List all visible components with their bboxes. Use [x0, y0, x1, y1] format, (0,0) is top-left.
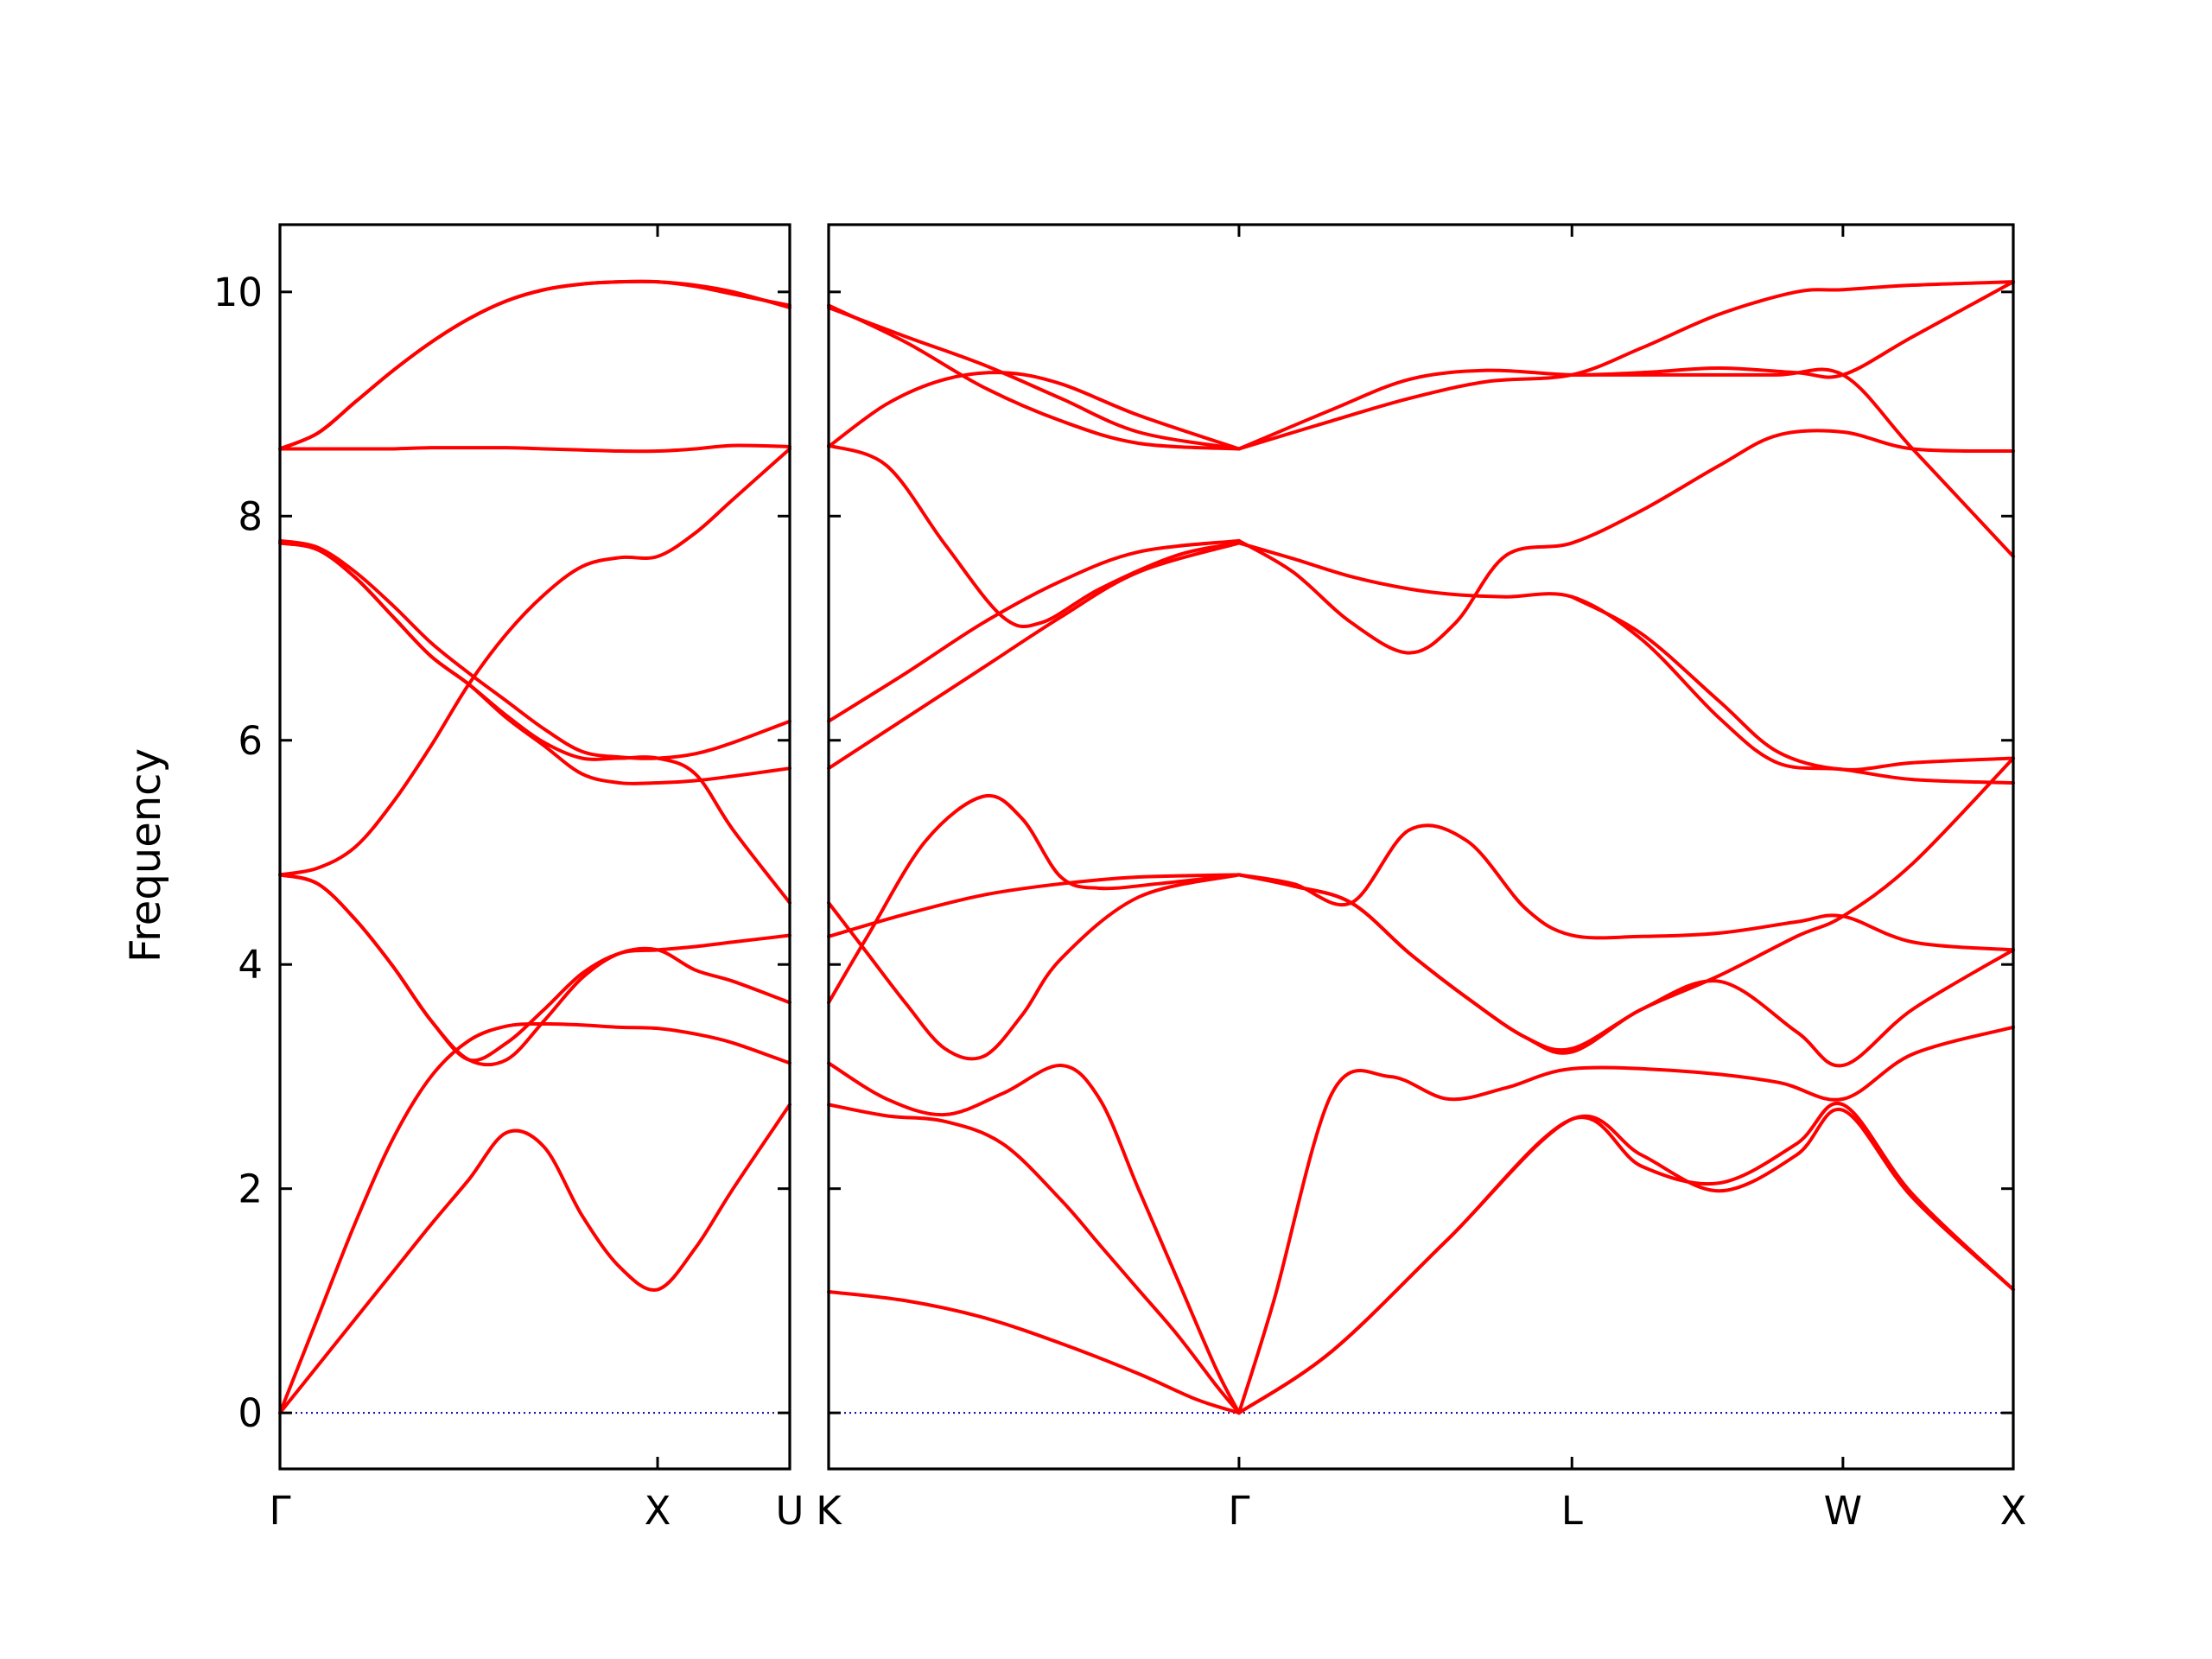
right-band-line-24: [1570, 367, 2015, 558]
left-frame: [278, 223, 791, 1471]
left-band-line-9: [278, 443, 791, 454]
y-axis-label: Frequency: [122, 748, 170, 963]
right-band-line-5: [827, 1061, 1241, 1415]
left-band-line-7: [278, 538, 791, 760]
right-band-line-22: [1236, 280, 2015, 451]
y-tick-label: 8: [238, 493, 263, 539]
right-band-line-13: [827, 541, 1241, 771]
right-band-line-3: [1236, 1107, 2015, 1415]
y-tick-label: 10: [213, 270, 263, 315]
right-x-tick-label: K: [816, 1488, 842, 1534]
y-tick-label: 4: [238, 942, 263, 988]
left-band-line-11: [278, 279, 791, 451]
right-x-tick-label: Γ: [1228, 1488, 1249, 1534]
right-band-line-15: [827, 538, 1241, 723]
right-band-line-6: [1236, 1025, 2015, 1415]
left-band-line-2: [278, 1021, 791, 1415]
y-tick-label: 6: [238, 718, 263, 764]
right-band-line-23: [1236, 280, 2015, 451]
y-tick-label: 0: [238, 1390, 263, 1436]
right-band-line-10: [1236, 823, 2015, 952]
right-x-tick-label: W: [1824, 1488, 1863, 1534]
left-x-tick-label: U: [776, 1488, 804, 1534]
y-tick-label: 2: [238, 1166, 263, 1212]
right-band-line-14: [827, 443, 1241, 628]
left-band-line-8: [278, 541, 791, 905]
right-frame: [827, 223, 2015, 1471]
right-band-line-7: [827, 873, 1241, 1061]
right-band-line-20: [827, 303, 1241, 451]
right-band-line-19: [827, 306, 1241, 451]
right-band-line-17: [1236, 429, 2015, 655]
right-band-line-2: [1236, 1101, 2015, 1415]
left-x-tick-label: X: [645, 1488, 671, 1534]
right-band-line-21: [827, 371, 1241, 451]
left-band-line-10: [278, 279, 791, 451]
right-band-line-8: [827, 793, 1241, 1005]
right-band-line-12: [1236, 873, 2015, 1068]
right-band-line-9: [827, 873, 1241, 938]
right-x-tick-label: X: [2000, 1488, 2027, 1534]
left-band-line-4: [278, 873, 791, 1063]
left-panel: 0 2 4 6 8 10 Γ X U: [213, 223, 804, 1534]
right-band-line-4: [827, 1103, 1241, 1415]
right-band-line-18: [1570, 594, 2015, 772]
right-band-line-16: [1236, 541, 2015, 785]
left-x-tick-label: Γ: [269, 1488, 290, 1534]
right-band-line-1: [827, 1290, 1241, 1415]
left-band-line-1: [278, 1103, 791, 1415]
right-x-tick-label: L: [1561, 1488, 1583, 1534]
left-band-line-5: [278, 447, 791, 877]
